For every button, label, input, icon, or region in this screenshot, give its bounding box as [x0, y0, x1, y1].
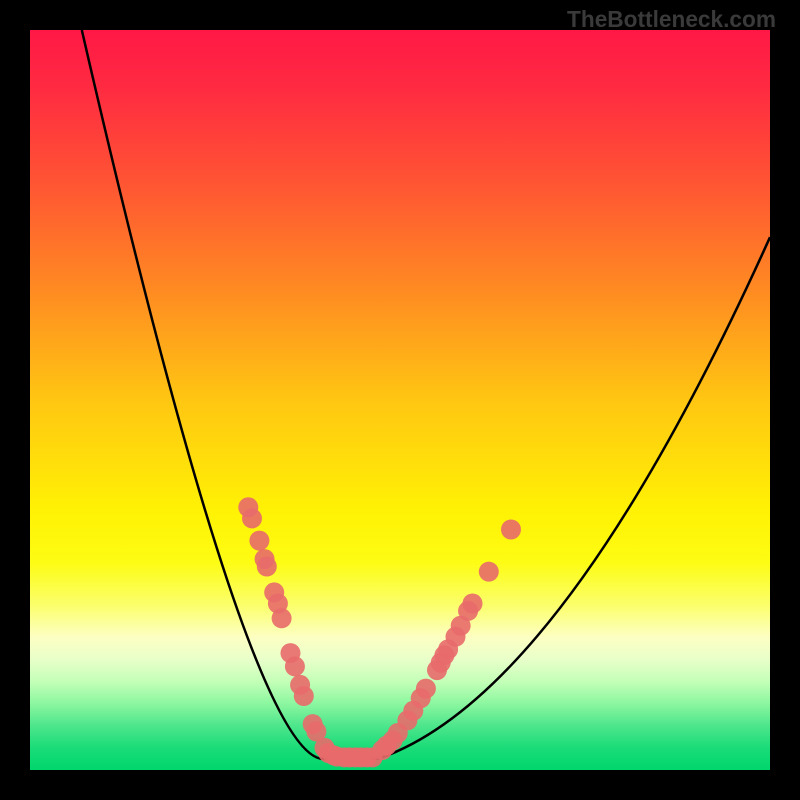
- data-marker: [294, 686, 314, 706]
- data-marker: [242, 508, 262, 528]
- data-marker: [479, 562, 499, 582]
- data-marker: [463, 594, 483, 614]
- data-marker: [249, 531, 269, 551]
- data-marker: [257, 557, 277, 577]
- chart-frame: TheBottleneck.com: [0, 0, 800, 800]
- data-marker: [285, 656, 305, 676]
- data-marker: [416, 679, 436, 699]
- chart-canvas: [0, 0, 800, 800]
- data-marker: [501, 520, 521, 540]
- watermark-text: TheBottleneck.com: [567, 6, 776, 33]
- data-marker: [272, 608, 292, 628]
- gradient-background: [30, 30, 770, 770]
